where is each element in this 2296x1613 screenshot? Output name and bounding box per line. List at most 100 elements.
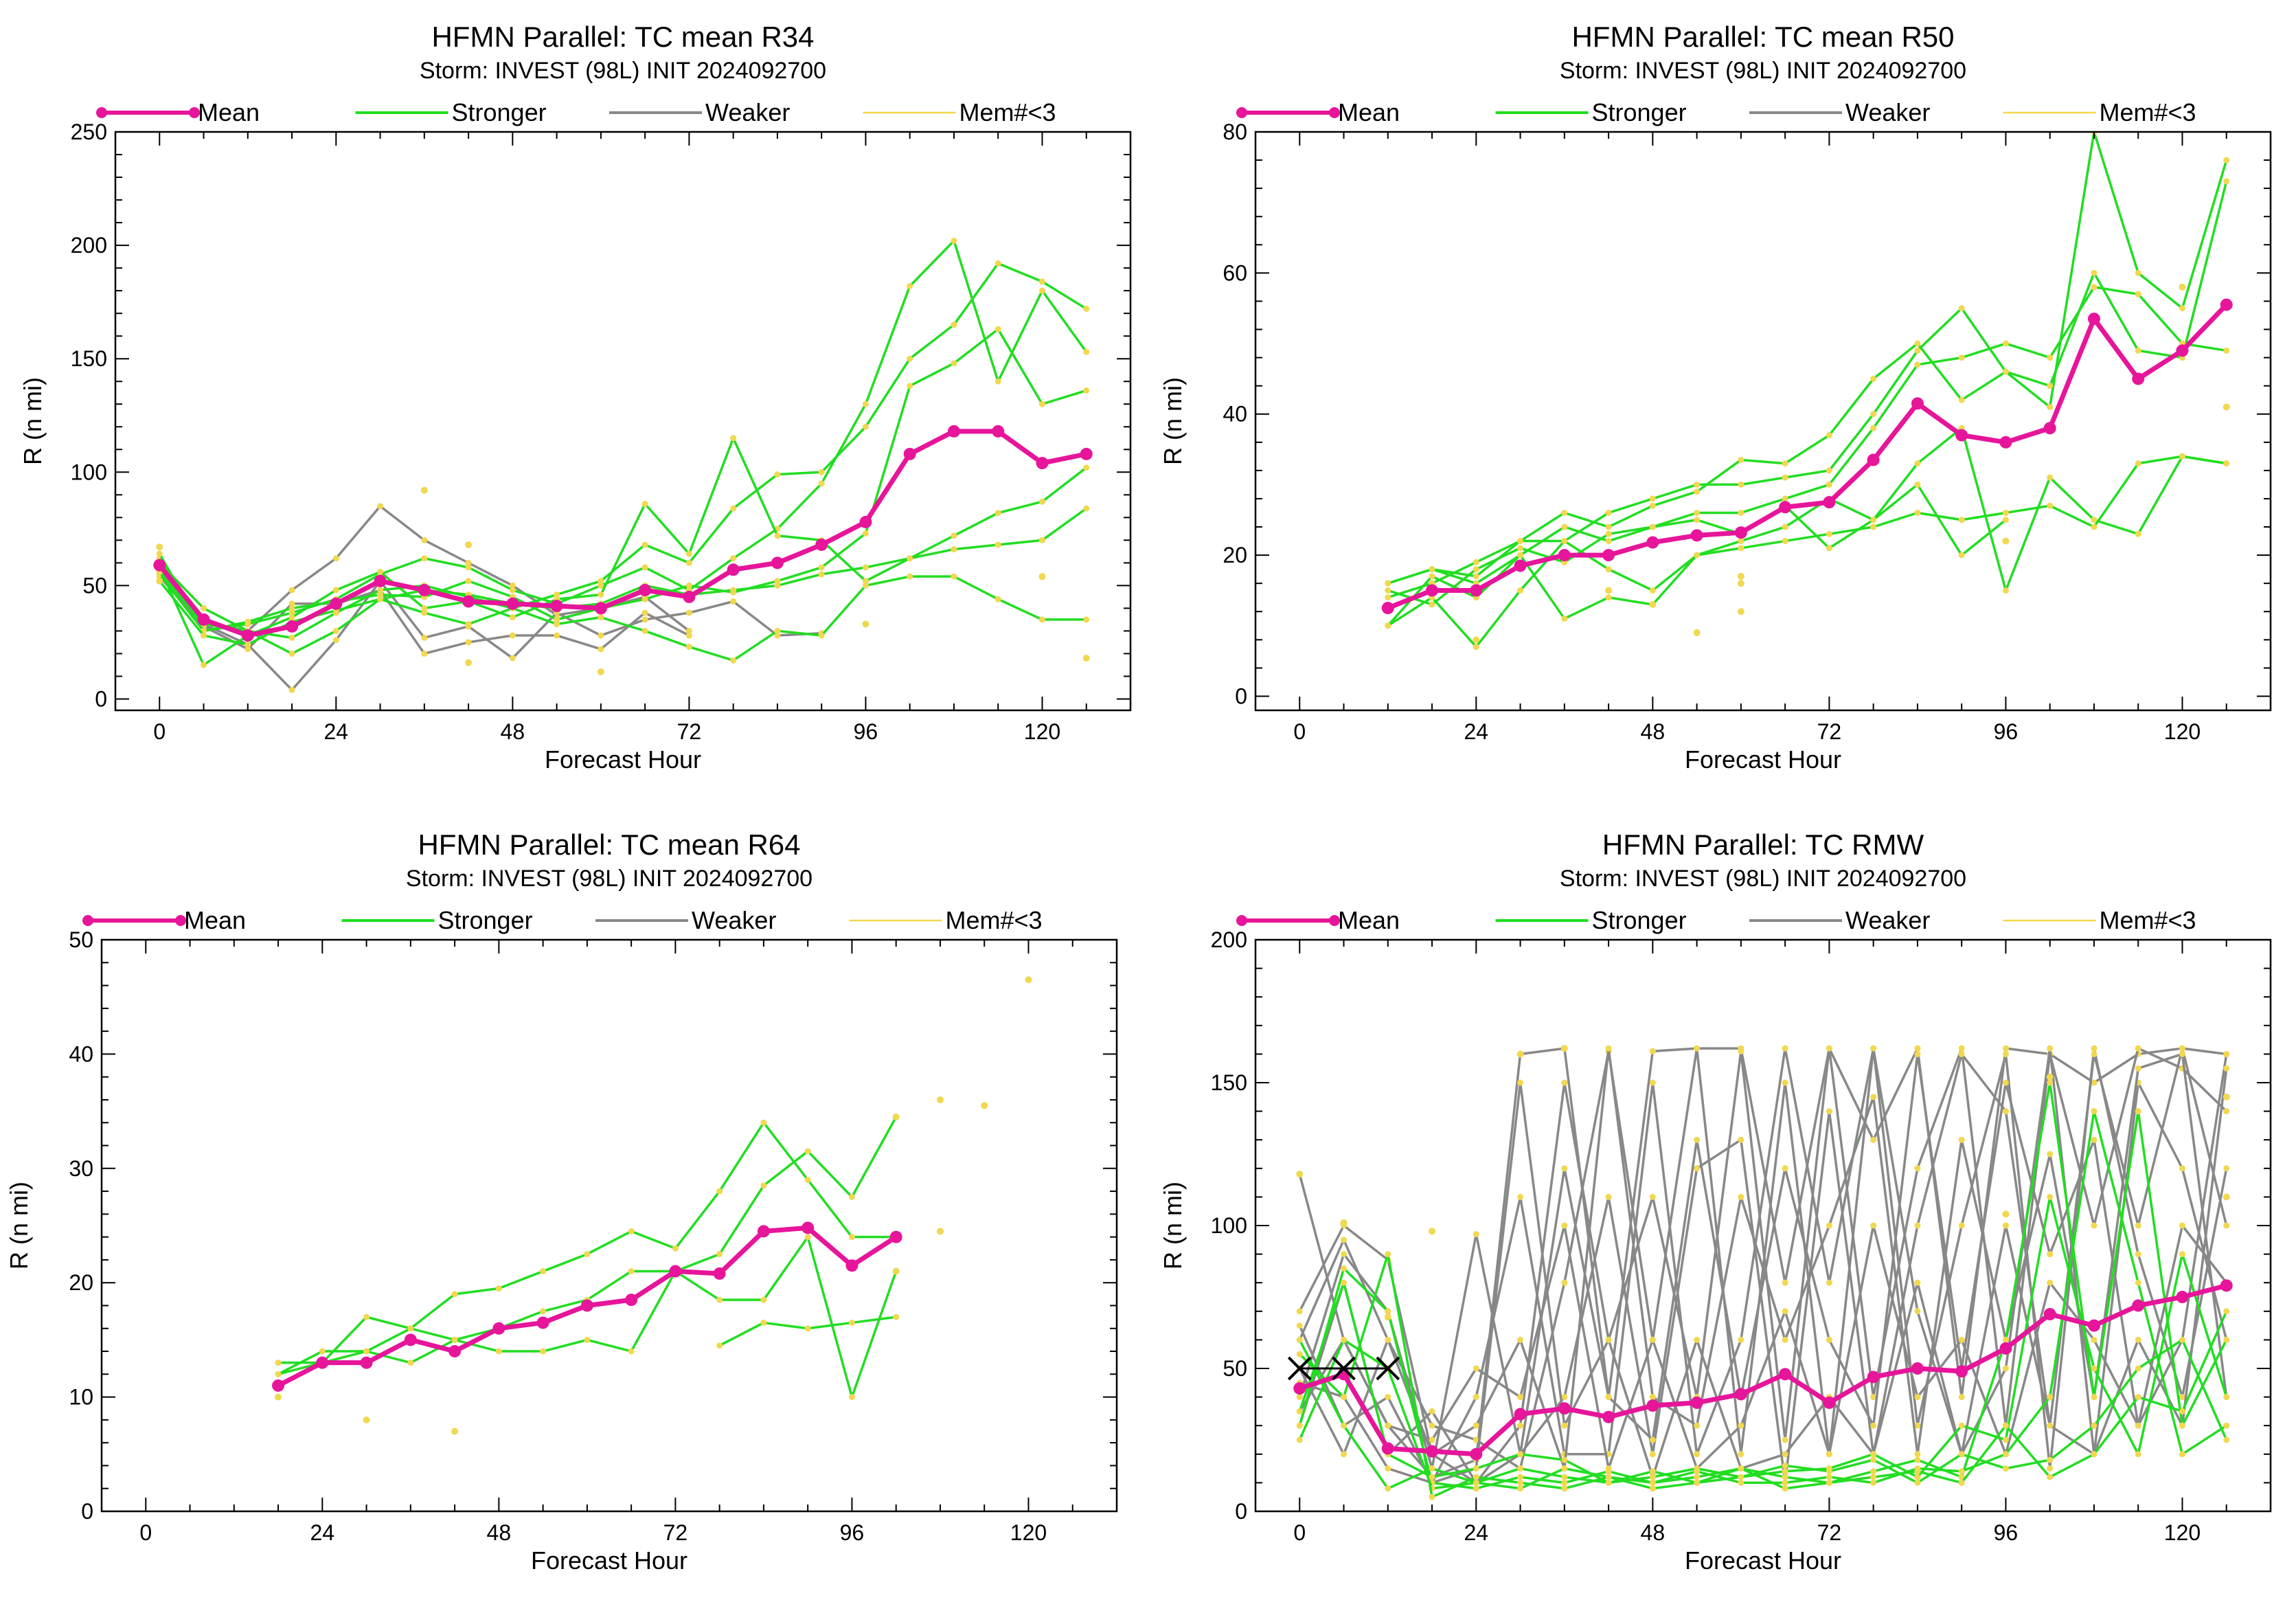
y-tick-label: 0 bbox=[1235, 684, 1247, 708]
member-point bbox=[1649, 502, 1656, 509]
member-point bbox=[407, 1325, 414, 1332]
legend-marker bbox=[1236, 915, 1247, 926]
member-point bbox=[893, 1313, 900, 1320]
member-point bbox=[774, 627, 781, 634]
member-point bbox=[1738, 538, 1744, 545]
member-point bbox=[907, 555, 913, 562]
legend-marker bbox=[82, 915, 93, 926]
member-point bbox=[2135, 1251, 2141, 1258]
stronger-line bbox=[1387, 427, 2227, 648]
member-point bbox=[1038, 278, 1045, 285]
x-tick-label: 0 bbox=[153, 719, 166, 744]
mean-point bbox=[757, 1225, 770, 1238]
member-point bbox=[1385, 580, 1391, 587]
member-point bbox=[2179, 1251, 2185, 1258]
member-point bbox=[1517, 1485, 1524, 1492]
weaker-line bbox=[1298, 1047, 2227, 1485]
mean-point bbox=[1426, 584, 1439, 597]
member-point bbox=[1738, 1474, 1744, 1480]
mean-point bbox=[815, 538, 828, 551]
member-point bbox=[2047, 474, 2054, 481]
member-point bbox=[2002, 1045, 2009, 1052]
member-point bbox=[288, 600, 295, 607]
mean-point bbox=[1646, 536, 1659, 549]
member-point bbox=[1870, 411, 1877, 418]
member-point bbox=[1914, 1394, 1921, 1401]
member-point bbox=[1914, 1050, 1921, 1057]
mean-point bbox=[1999, 1342, 2012, 1355]
mean-point bbox=[1602, 549, 1615, 562]
member-point bbox=[1649, 1048, 1656, 1054]
member-point bbox=[1341, 1265, 1348, 1272]
member-point bbox=[421, 609, 428, 616]
member-point bbox=[1649, 1451, 1656, 1458]
x-tick-label: 24 bbox=[1464, 1520, 1489, 1545]
member-point bbox=[1958, 1474, 1965, 1480]
member-point bbox=[1958, 1222, 1965, 1229]
legend-marker bbox=[1329, 107, 1340, 118]
member-point bbox=[1782, 495, 1788, 502]
mean-point bbox=[1381, 1442, 1394, 1455]
legend-label: Stronger bbox=[452, 98, 547, 126]
mean-point bbox=[771, 556, 784, 569]
stronger-line bbox=[1387, 132, 2228, 585]
member-point bbox=[1473, 1436, 1479, 1443]
member-point bbox=[2002, 1336, 2009, 1343]
member-point bbox=[951, 237, 957, 244]
member-point bbox=[848, 1394, 855, 1401]
member-point bbox=[716, 1251, 723, 1258]
member-point bbox=[1694, 1474, 1701, 1480]
x-tick-label: 72 bbox=[1817, 1520, 1842, 1545]
member-point bbox=[1782, 460, 1788, 467]
member-point bbox=[1914, 1468, 1921, 1475]
member-point bbox=[1341, 1451, 1348, 1458]
member-point bbox=[2091, 517, 2098, 523]
member-point bbox=[730, 435, 737, 442]
y-tick-label: 200 bbox=[71, 233, 107, 258]
member-point bbox=[1385, 1308, 1391, 1315]
legend-label: Weaker bbox=[705, 98, 790, 126]
member-point bbox=[288, 650, 295, 657]
member-point bbox=[1914, 1279, 1921, 1286]
member-point bbox=[1649, 523, 1656, 530]
member-point bbox=[1605, 1193, 1612, 1200]
member-point bbox=[1038, 537, 1045, 543]
member-point bbox=[1429, 566, 1435, 573]
member-point bbox=[1649, 1193, 1656, 1200]
member-point bbox=[862, 423, 869, 430]
member-point bbox=[1958, 396, 1965, 403]
mean-point bbox=[1955, 429, 1968, 442]
member-point bbox=[1826, 545, 1832, 552]
member-point bbox=[1517, 1451, 1524, 1458]
member-point bbox=[2135, 1222, 2141, 1229]
member-point bbox=[774, 471, 781, 478]
chart-subtitle: Storm: INVEST (98L) INIT 2024092700 bbox=[1560, 866, 1966, 892]
member-point bbox=[1341, 1422, 1348, 1429]
member-point bbox=[951, 532, 957, 539]
y-tick-label: 20 bbox=[69, 1270, 93, 1295]
member-point bbox=[1473, 1485, 1479, 1492]
mean-point bbox=[845, 1259, 859, 1272]
member-point bbox=[377, 503, 384, 510]
member-point bbox=[1870, 1094, 1877, 1101]
x-tick-label: 0 bbox=[139, 1520, 152, 1545]
member-point bbox=[1473, 1394, 1479, 1401]
member-point bbox=[730, 555, 737, 562]
member-point bbox=[1738, 456, 1744, 463]
member-point bbox=[1782, 1045, 1788, 1052]
member-point bbox=[1738, 1193, 1744, 1200]
member-point bbox=[2179, 1165, 2185, 1172]
member-point bbox=[907, 573, 913, 580]
member-point bbox=[1517, 545, 1524, 552]
member-point bbox=[332, 627, 339, 634]
x-axis-title: Forecast Hour bbox=[1685, 745, 1841, 774]
member-point bbox=[1958, 1050, 1965, 1057]
member-point bbox=[1958, 354, 1965, 361]
member-point bbox=[451, 1291, 458, 1298]
member-point bbox=[1694, 552, 1701, 559]
y-tick-label: 40 bbox=[1223, 402, 1247, 427]
mean-point bbox=[316, 1356, 329, 1369]
member-point bbox=[1561, 523, 1568, 530]
member-point bbox=[1561, 1422, 1568, 1429]
